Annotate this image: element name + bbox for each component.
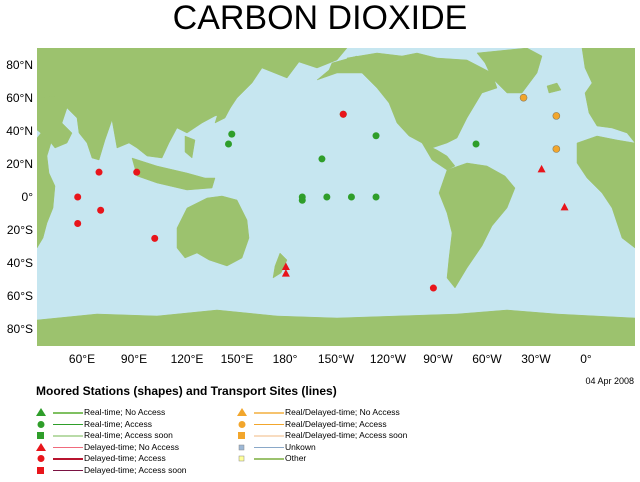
station-circle[interactable] xyxy=(151,234,159,242)
lat-label: 80°S xyxy=(6,322,33,336)
land-west-africa xyxy=(576,135,636,249)
legend-label: Real/Delayed-time; No Access xyxy=(285,407,400,417)
lon-label: 90°W xyxy=(423,352,453,366)
lon-label: 180° xyxy=(272,352,298,366)
station-circle[interactable] xyxy=(372,132,380,140)
lat-label: 40°N xyxy=(6,124,33,138)
legend-label: Real-time; Access soon xyxy=(84,430,173,440)
station-triangle[interactable] xyxy=(281,262,290,271)
legend-symbol-triangle xyxy=(237,408,247,416)
legend-line xyxy=(254,446,284,448)
station-circle[interactable] xyxy=(228,130,236,138)
legend-symbol-square-small xyxy=(238,455,245,462)
legend-label: Delayed-time; Access soon xyxy=(84,464,187,475)
station-circle[interactable] xyxy=(429,284,437,292)
legend-symbol-square-small xyxy=(238,444,245,450)
station-circle[interactable] xyxy=(95,168,103,176)
station-circle[interactable] xyxy=(347,193,355,201)
legend-line xyxy=(53,469,83,471)
legend-label: Other xyxy=(285,453,307,463)
lat-label: 0° xyxy=(21,190,33,204)
station-circle[interactable] xyxy=(519,93,528,102)
land-iceland xyxy=(546,82,562,94)
land-indonesia xyxy=(131,157,216,191)
lat-label: 20°S xyxy=(6,223,33,237)
lat-label: 80°N xyxy=(6,58,33,72)
station-circle[interactable] xyxy=(225,140,233,148)
world-map xyxy=(36,47,636,347)
land-philippines xyxy=(184,135,196,159)
station-circle[interactable] xyxy=(372,193,380,201)
lat-label: 20°N xyxy=(6,157,33,171)
land-central-america xyxy=(421,142,456,171)
land-masses xyxy=(36,47,636,347)
station-triangle[interactable] xyxy=(281,269,290,277)
station-circle[interactable] xyxy=(552,145,561,153)
lon-label: 30°W xyxy=(521,352,551,366)
legend-line xyxy=(254,412,284,414)
legend-line xyxy=(53,423,83,425)
lon-label: 150°W xyxy=(317,352,355,366)
lon-label: 120°E xyxy=(170,352,204,366)
station-circle[interactable] xyxy=(74,219,82,227)
land-japan xyxy=(214,87,234,124)
page-title: CARBON DIOXIDE xyxy=(172,0,468,37)
station-circle[interactable] xyxy=(133,168,141,176)
lon-label: 60°E xyxy=(68,352,96,366)
legend-symbol-square xyxy=(238,432,245,439)
legend-label: Unkown xyxy=(285,441,316,452)
legend-line xyxy=(254,423,284,425)
land-new-zealand xyxy=(272,252,288,279)
legend-symbol-circle xyxy=(37,420,45,428)
lon-label: 150°E xyxy=(220,352,254,366)
legend-symbol-triangle xyxy=(36,442,46,451)
legend-label: Real-time; Access xyxy=(84,418,153,429)
legend-title: Moored Stations (shapes) and Transport S… xyxy=(36,384,337,398)
station-triangle[interactable] xyxy=(560,202,569,211)
station-circle[interactable] xyxy=(74,193,82,201)
legend-symbol-square xyxy=(37,466,44,474)
station-circle[interactable] xyxy=(298,196,306,204)
legend-symbol-square xyxy=(37,432,44,439)
legend-label: Real/Delayed-time; Access xyxy=(285,418,387,429)
legend-label: Real/Delayed-time; Access soon xyxy=(285,430,408,440)
legend-line xyxy=(53,412,83,414)
legend-line xyxy=(53,435,83,437)
station-circle[interactable] xyxy=(552,112,561,120)
station-triangle[interactable] xyxy=(537,164,546,173)
land-north-america xyxy=(346,52,498,149)
world-map-svg xyxy=(36,47,636,347)
legend-label: Delayed-time; No Access xyxy=(84,441,179,452)
land-greenland xyxy=(476,47,543,94)
legend-line xyxy=(254,458,284,460)
legend-line xyxy=(53,446,83,448)
land-australia xyxy=(176,195,250,267)
lon-label: 60°W xyxy=(472,352,502,366)
station-markers xyxy=(74,93,569,292)
lat-label: 40°S xyxy=(6,256,33,270)
land-asia xyxy=(36,47,348,159)
legend-line xyxy=(53,458,83,460)
lon-label: 90°E xyxy=(120,352,148,366)
station-circle[interactable] xyxy=(472,140,480,148)
legend-label: Real-time; No Access xyxy=(84,407,166,417)
station-circle[interactable] xyxy=(97,206,105,214)
legend-line xyxy=(254,435,284,437)
station-circle[interactable] xyxy=(318,155,326,163)
land-alaska xyxy=(316,55,363,81)
legend-symbol-triangle xyxy=(36,408,46,416)
station-circle[interactable] xyxy=(323,193,331,201)
legend-symbol-circle xyxy=(37,455,45,462)
lon-label: 120°W xyxy=(369,352,407,366)
legend-label: Delayed-time; Access xyxy=(84,453,166,463)
lat-label: 60°S xyxy=(6,289,33,303)
station-circle[interactable] xyxy=(339,110,347,118)
map-date: 04 Apr 2008 xyxy=(585,376,634,386)
lat-label: 60°N xyxy=(6,91,33,105)
lon-label: 0° xyxy=(580,352,592,366)
land-south-america xyxy=(438,162,516,289)
legend-symbol-circle xyxy=(238,420,246,428)
